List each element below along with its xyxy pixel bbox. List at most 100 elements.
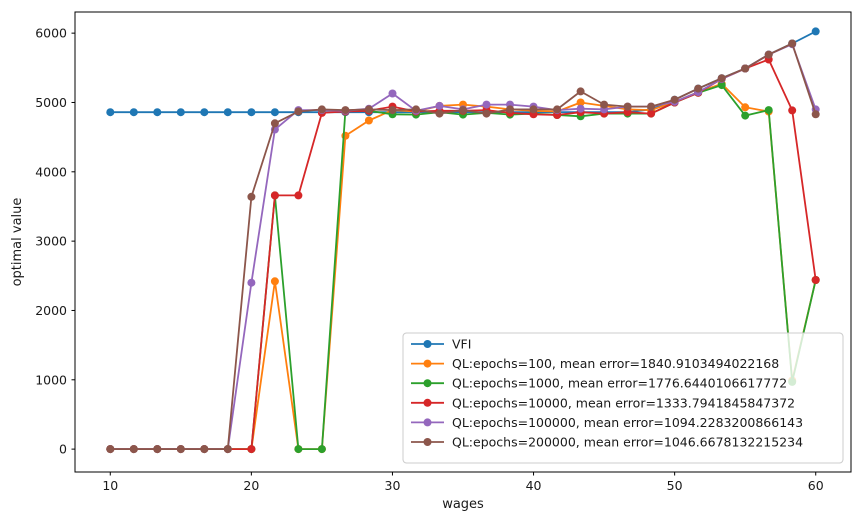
legend-sample-marker bbox=[423, 438, 432, 446]
series-marker-5 bbox=[553, 105, 562, 114]
axes-spines bbox=[74, 11, 852, 473]
series-marker-3 bbox=[270, 191, 279, 200]
y-axis-tick-label: 1000 bbox=[35, 372, 67, 387]
series-marker-0 bbox=[129, 108, 138, 117]
legend-item-label: VFI bbox=[452, 337, 471, 352]
series-marker-5 bbox=[364, 105, 373, 114]
series-marker-2 bbox=[317, 445, 326, 454]
series-marker-5 bbox=[153, 445, 162, 454]
series-marker-3 bbox=[811, 276, 820, 284]
series-marker-5 bbox=[482, 109, 491, 118]
series-marker-3 bbox=[647, 109, 656, 118]
plot-area bbox=[106, 27, 820, 454]
series-marker-3 bbox=[294, 191, 303, 200]
series-marker-5 bbox=[788, 39, 797, 48]
x-axis-tick-label: 10 bbox=[102, 478, 118, 493]
legend-item-label: QL:epochs=100000, mean error=1094.228320… bbox=[452, 415, 803, 430]
legend-item-label: QL:epochs=200000, mean error=1046.667813… bbox=[452, 435, 803, 450]
series-marker-5 bbox=[176, 445, 185, 454]
legend-box bbox=[402, 332, 844, 464]
legend: VFI QL:epochs=100, mean error=1840.910349… bbox=[402, 332, 844, 464]
legend-sample-marker bbox=[423, 340, 432, 348]
series-marker-5 bbox=[317, 105, 326, 114]
series-marker-5 bbox=[623, 102, 632, 111]
series-marker-5 bbox=[670, 95, 679, 104]
series-marker-1 bbox=[270, 277, 279, 286]
x-axis-tick-label: 60 bbox=[808, 478, 824, 493]
series-marker-5 bbox=[247, 192, 256, 201]
legend-item-label: QL:epochs=100, mean error=1840.910349402… bbox=[452, 356, 779, 371]
series-marker-5 bbox=[811, 110, 820, 119]
series-marker-4 bbox=[576, 104, 585, 113]
series-marker-5 bbox=[506, 105, 514, 114]
legend-sample-marker bbox=[423, 359, 432, 368]
x-axis-tick-label: 30 bbox=[385, 478, 401, 493]
series-marker-5 bbox=[129, 445, 138, 454]
y-axis-tick-label: 6000 bbox=[35, 26, 67, 41]
x-axis-tick-label: 20 bbox=[243, 478, 259, 493]
series-marker-1 bbox=[741, 103, 750, 112]
legend-item-label: QL:epochs=1000, mean error=1776.64401066… bbox=[452, 376, 787, 391]
series-marker-5 bbox=[694, 84, 703, 93]
legend-sample-marker bbox=[423, 379, 432, 388]
series-marker-5 bbox=[388, 106, 397, 115]
series-marker-5 bbox=[341, 106, 350, 115]
series-marker-0 bbox=[247, 108, 256, 117]
series-marker-5 bbox=[223, 445, 232, 454]
legend-item-2: QL:epochs=1000, mean error=1776.64401066… bbox=[411, 376, 787, 391]
series-marker-0 bbox=[176, 108, 185, 117]
series-marker-5 bbox=[764, 50, 773, 59]
y-axis-tick-label: 0 bbox=[59, 442, 67, 457]
legend-item-5: QL:epochs=200000, mean error=1046.667813… bbox=[411, 435, 803, 450]
legend-item-0: VFI bbox=[411, 337, 471, 352]
series-marker-0 bbox=[811, 27, 820, 36]
series-marker-5 bbox=[459, 106, 467, 115]
x-axis-label: wages bbox=[442, 497, 484, 512]
legend-item-3: QL:epochs=10000, mean error=1333.7941845… bbox=[411, 395, 795, 410]
legend-item-1: QL:epochs=100, mean error=1840.910349402… bbox=[411, 356, 779, 371]
series-marker-5 bbox=[717, 74, 726, 83]
series-marker-2 bbox=[764, 106, 773, 115]
series-marker-5 bbox=[600, 100, 609, 109]
series-marker-3 bbox=[247, 445, 256, 454]
legend-item-4: QL:epochs=100000, mean error=1094.228320… bbox=[411, 415, 803, 430]
series-marker-5 bbox=[435, 109, 444, 118]
y-axis-tick-label: 3000 bbox=[35, 234, 67, 249]
series-marker-0 bbox=[270, 108, 279, 117]
series-marker-0 bbox=[153, 108, 162, 117]
series-marker-3 bbox=[788, 106, 797, 115]
series-marker-4 bbox=[435, 101, 444, 110]
series-marker-2 bbox=[294, 445, 303, 454]
y-axis-tick-label: 2000 bbox=[35, 303, 67, 318]
series-marker-5 bbox=[106, 445, 115, 454]
series-marker-5 bbox=[647, 102, 656, 111]
legend-sample-marker bbox=[423, 398, 432, 407]
series-marker-5 bbox=[741, 64, 750, 73]
series-marker-3 bbox=[623, 108, 632, 117]
legend-item-label: QL:epochs=10000, mean error=1333.7941845… bbox=[452, 395, 795, 410]
series-marker-4 bbox=[247, 278, 256, 287]
series-marker-2 bbox=[717, 81, 726, 90]
series-marker-4 bbox=[388, 89, 397, 98]
series-marker-0 bbox=[200, 108, 209, 117]
x-axis-tick-label: 40 bbox=[526, 478, 542, 493]
series-marker-4 bbox=[482, 100, 491, 109]
series-marker-5 bbox=[270, 119, 279, 128]
series-marker-1 bbox=[364, 116, 373, 125]
series-marker-0 bbox=[106, 108, 115, 117]
x-axis-tick-label: 50 bbox=[667, 478, 683, 493]
series-marker-5 bbox=[200, 445, 209, 454]
series-marker-2 bbox=[741, 111, 750, 120]
y-axis-tick-label: 5000 bbox=[35, 95, 67, 110]
series-marker-1 bbox=[576, 98, 585, 107]
series-marker-0 bbox=[223, 108, 232, 117]
y-axis-label: optimal value bbox=[10, 198, 25, 287]
series-marker-5 bbox=[294, 107, 303, 116]
axes: 10 20 30 40 50 60 0 1000 2000 3000 4000 5000 6000 bbox=[35, 11, 852, 493]
series-marker-5 bbox=[412, 105, 420, 114]
y-axis-tick-label: 4000 bbox=[35, 164, 67, 179]
series-marker-5 bbox=[529, 105, 538, 114]
legend-sample-marker bbox=[423, 418, 432, 427]
